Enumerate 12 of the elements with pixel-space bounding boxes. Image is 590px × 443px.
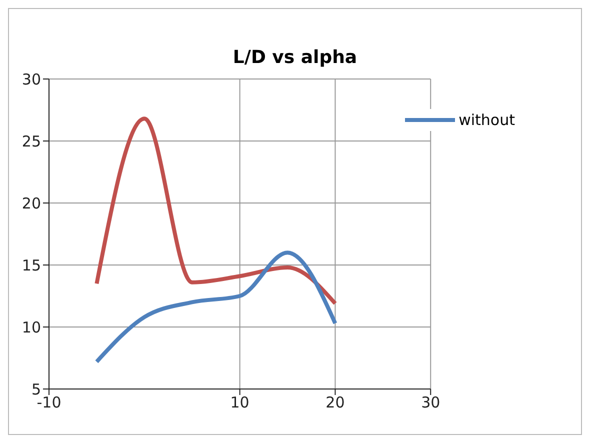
- line-series: [94, 116, 338, 306]
- y-tick-label: 20: [22, 194, 41, 212]
- y-tick-label: 30: [22, 70, 41, 88]
- chart-title: L/D vs alpha: [232, 46, 358, 69]
- legend-label: without: [458, 111, 515, 129]
- line-series: [94, 250, 338, 364]
- x-tick-label: 20: [326, 394, 345, 412]
- y-tick-label: 15: [22, 256, 41, 274]
- x-tick-label: 30: [421, 394, 440, 412]
- x-tick-label: 10: [230, 394, 250, 412]
- y-tick-label: 10: [22, 318, 41, 336]
- y-tick-label: 25: [22, 132, 41, 150]
